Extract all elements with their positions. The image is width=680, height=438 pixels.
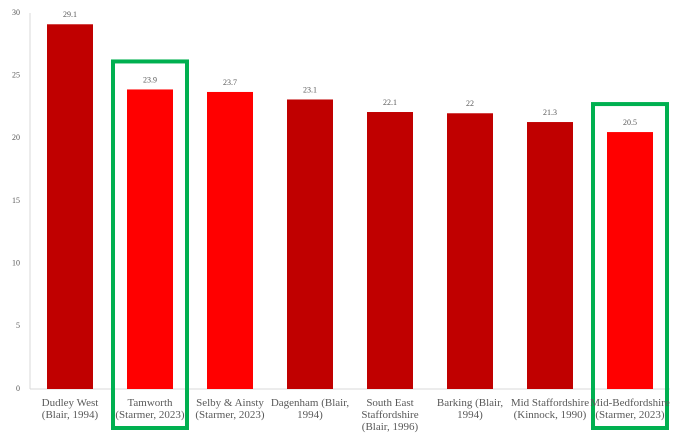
value-label: 22 — [466, 99, 474, 108]
x-tick-label: Dudley West (Blair, 1994) — [41, 397, 99, 421]
value-label: 20.5 — [623, 118, 637, 127]
bar — [287, 99, 333, 389]
x-tick-label: Dagenham (Blair, 1994) — [270, 397, 350, 421]
x-tick-label: Mid Staffordshire (Kinnock, 1990) — [510, 397, 590, 421]
bar — [47, 24, 93, 390]
value-label: 29.1 — [63, 10, 77, 19]
highlight-box — [111, 59, 189, 430]
x-tick-label: South East Staffordshire (Blair, 1996) — [361, 397, 419, 433]
value-label: 23.9 — [143, 75, 157, 84]
y-tick-label: 5 — [16, 321, 20, 330]
bar — [127, 89, 173, 389]
y-tick-label: 30 — [12, 8, 20, 17]
x-tick-label: Selby & Ainsty (Starmer, 2023) — [195, 397, 265, 421]
value-label: 22.1 — [383, 98, 397, 107]
value-label: 23.1 — [303, 85, 317, 94]
y-tick-label: 0 — [16, 384, 20, 393]
bar — [207, 91, 253, 390]
y-tick-label: 20 — [12, 133, 20, 142]
x-tick-label: Mid-Bedfordshire (Starmer, 2023) — [590, 397, 670, 421]
x-tick-label: Tamworth (Starmer, 2023) — [115, 397, 185, 421]
value-label: 21.3 — [543, 108, 557, 117]
bar — [527, 122, 573, 389]
y-tick-label: 25 — [12, 70, 20, 79]
highlight-box — [591, 102, 669, 430]
y-tick-label: 10 — [12, 258, 20, 267]
value-label: 23.7 — [223, 78, 237, 87]
bar — [447, 113, 493, 390]
x-tick-label: Barking (Blair, 1994) — [436, 397, 504, 421]
bar — [607, 132, 653, 390]
bar — [367, 112, 413, 389]
y-tick-label: 15 — [12, 196, 20, 205]
